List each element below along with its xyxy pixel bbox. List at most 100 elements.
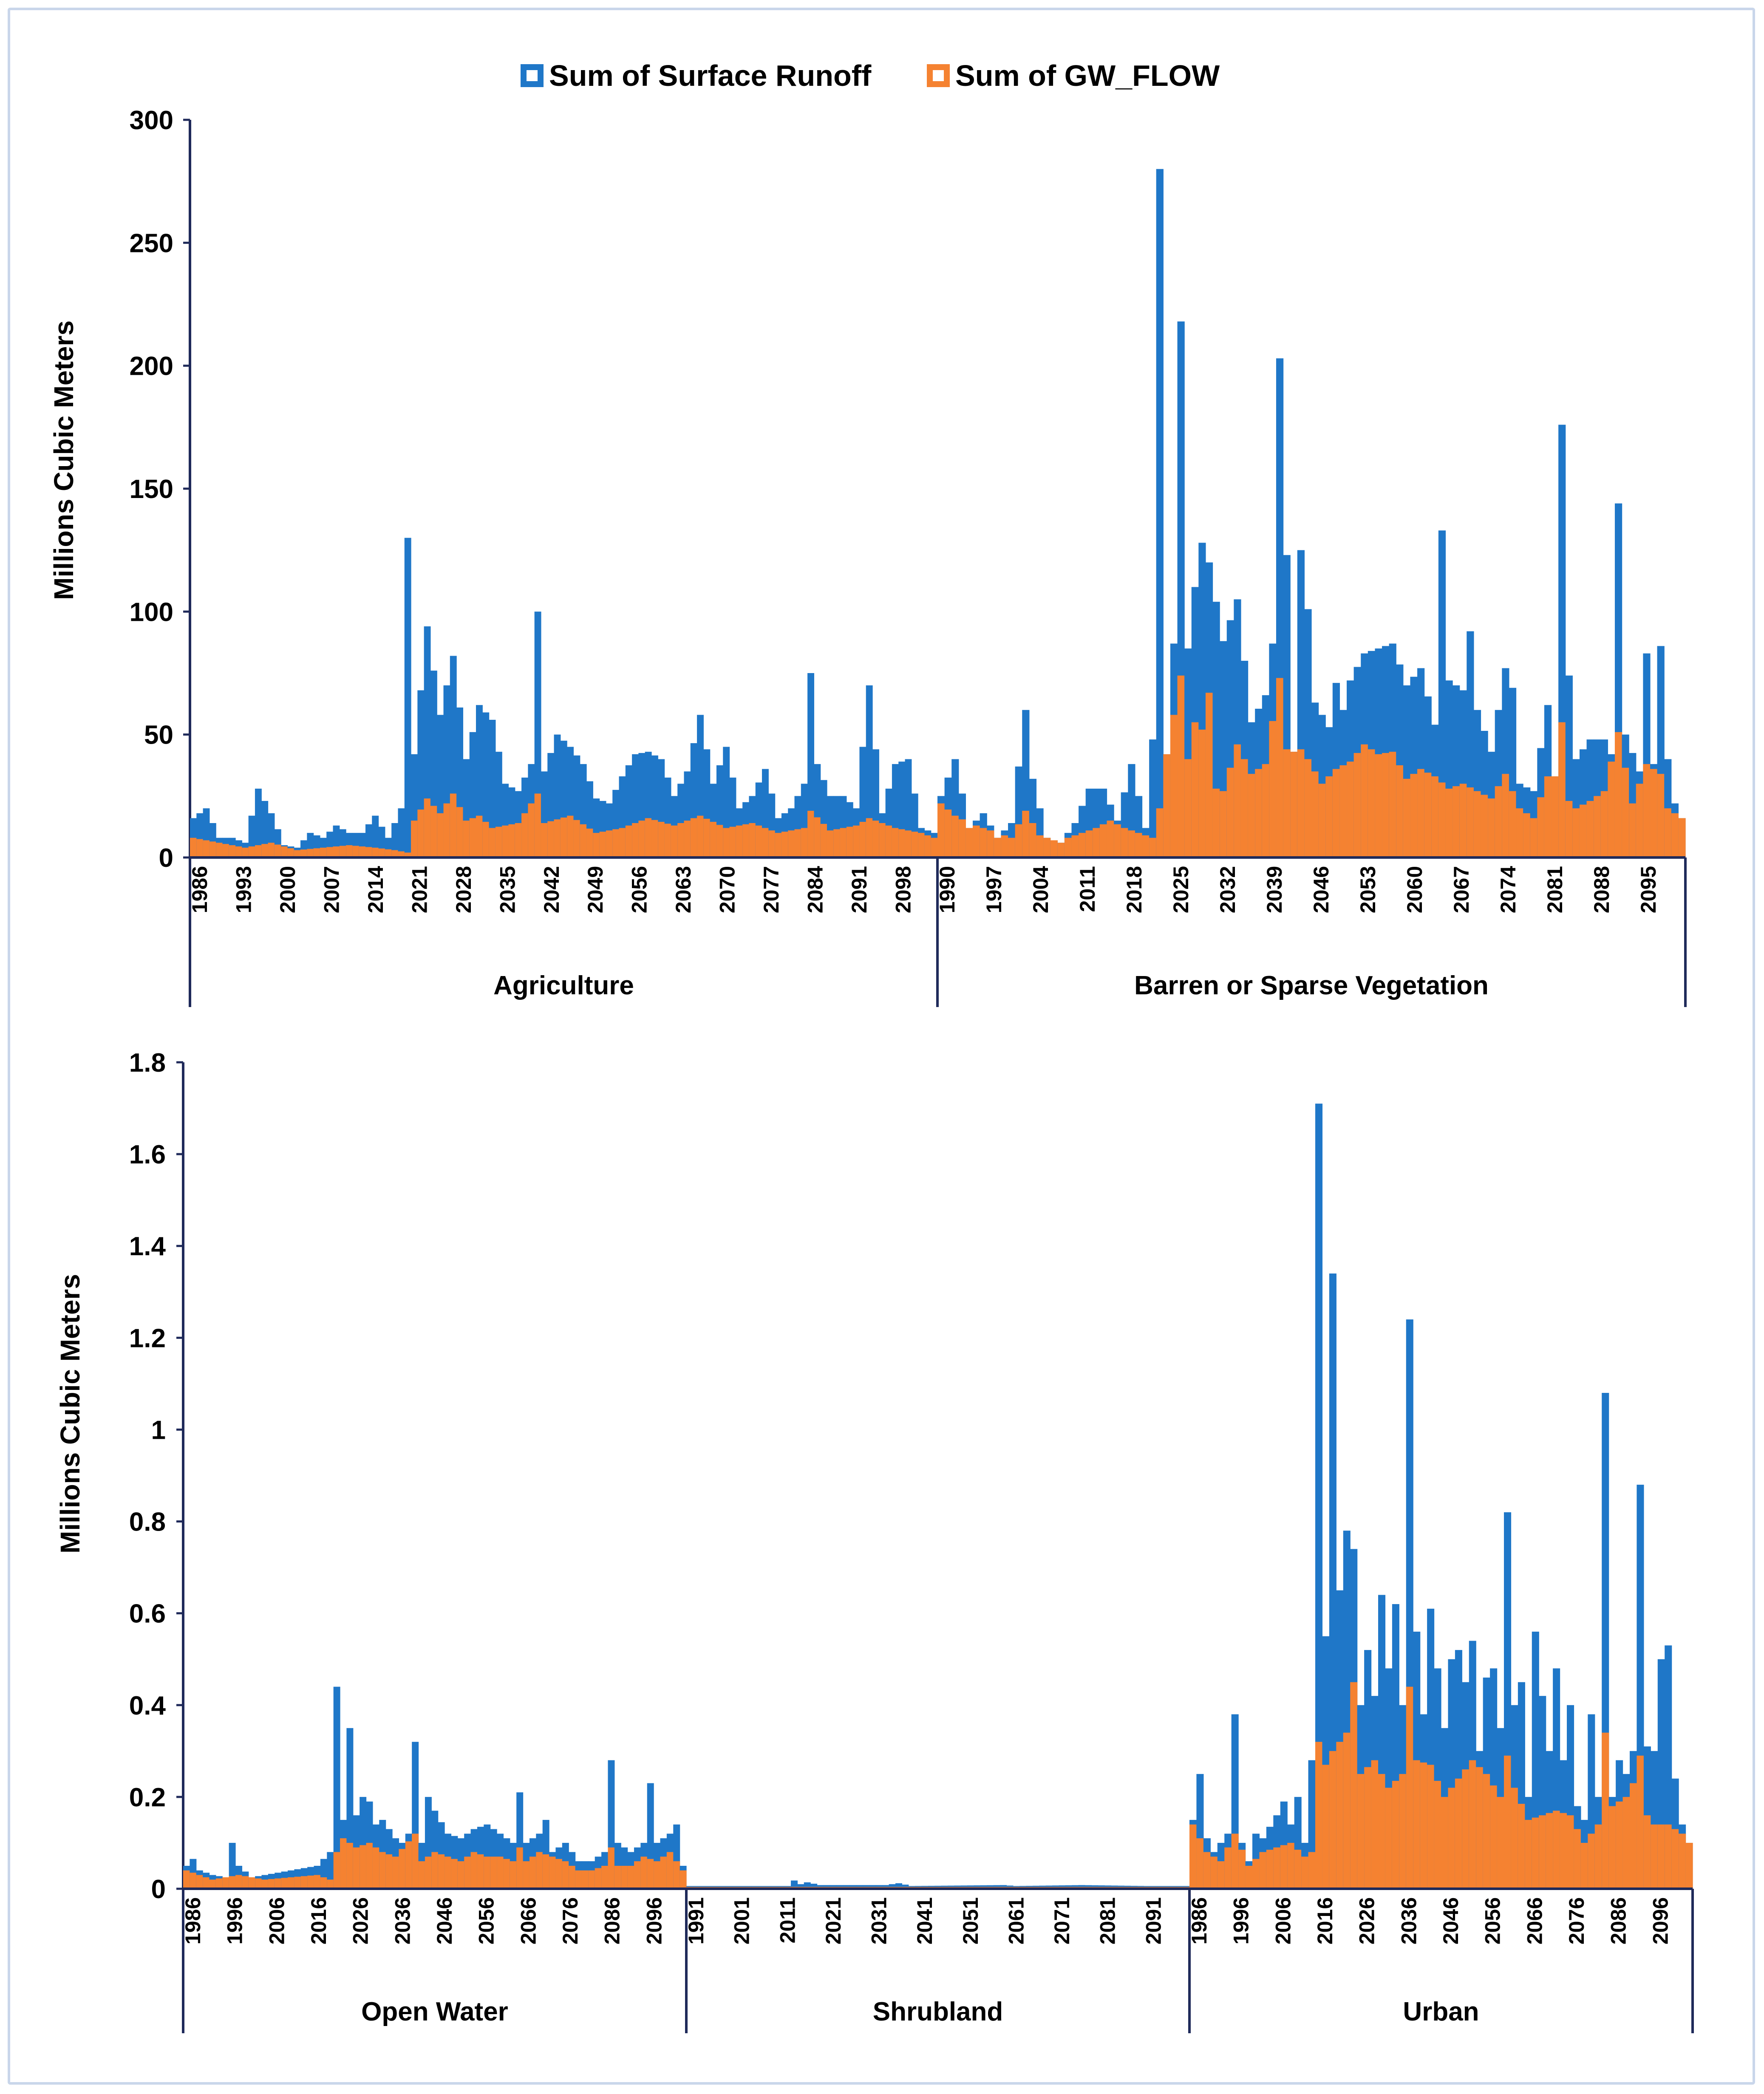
gw-flow-bar [1245,1865,1253,1889]
gw-flow-bar [1502,774,1509,857]
gw-flow-bar [1322,1765,1330,1889]
gw-flow-bar [1453,786,1460,857]
top-y-axis-title: Millions Cubic Meters [48,320,79,600]
gw-flow-bar [931,838,938,857]
gw-flow-bar [1594,1824,1602,1889]
bottom-x-tick-label: 2016 [1313,1897,1337,1944]
gw-flow-bar [275,1878,282,1889]
bottom-x-tick-label: 2006 [1271,1897,1295,1944]
gw-flow-bar [1530,818,1537,857]
top-y-tick-label: 0 [159,843,173,873]
gw-flow-bar [1473,791,1481,857]
gw-flow-bar [1364,1767,1372,1889]
gw-flow-bar [980,828,987,857]
gw-flow-bar [625,825,632,857]
top-x-tick-label: 2018 [1122,866,1146,913]
runoff-bar [333,1687,340,1889]
gw-flow-bar [660,1856,667,1889]
runoff-bar [1149,739,1157,857]
gw-flow-bar [1085,830,1093,857]
gw-flow-bar [515,823,522,857]
gw-flow-bar [242,1876,249,1889]
bottom-group-label: Urban [1403,1997,1479,2026]
runoff-bar [1438,530,1446,857]
gw-flow-bar [1614,732,1622,857]
bottom-group-shrubland: 1991 2001 2011 2021 2031 2041 2051 2061 2071 2081… [684,1880,1190,2026]
gw-flow-bar [477,1854,484,1889]
gw-flow-bar [268,843,275,857]
gw-flow-bar [794,829,801,857]
gw-flow-bar [412,1834,419,1889]
gw-flow-bar [671,825,678,857]
gw-flow-bar [1368,749,1376,857]
gw-flow-bar [1050,840,1058,857]
gw-flow-bar [346,1842,354,1889]
top-y-tick-label: 300 [130,106,173,135]
gw-flow-bar [1308,1852,1316,1889]
gw-flow-bar [1029,823,1037,857]
gw-flow-bar [1290,752,1298,857]
gw-flow-bar [405,1841,412,1889]
gw-flow-bar [1525,1820,1532,1889]
gw-flow-bar [503,1859,510,1889]
gw-flow-bar [645,818,652,857]
gw-flow-bar [593,833,600,857]
bottom-x-tick-label: 2026 [349,1897,373,1944]
gw-flow-bar [445,1856,452,1889]
top-group-label: Agriculture [493,971,634,1000]
runoff-bar [866,685,873,857]
gw-flow-bar [1203,1852,1211,1889]
top-x-tick-label: 2091 [847,866,871,913]
gw-flow-bar [1212,788,1220,857]
gw-flow-bar [1608,1806,1616,1889]
top-x-tick-label: 2014 [364,866,388,913]
gw-flow-bar [1357,1774,1365,1889]
gw-flow-bar [314,1875,321,1889]
gw-flow-bar [1163,754,1171,857]
gw-flow-bar [1481,795,1488,857]
gw-flow-bar [333,1852,340,1889]
top-x-tick-label: 2095 [1637,866,1660,913]
gw-flow-bar [1516,808,1523,857]
bottom-x-tick-label: 2021 [821,1897,845,1944]
gw-flow-bar [703,818,711,857]
gw-flow-bar [958,819,966,857]
gw-flow-bar [573,820,580,857]
gw-flow-bar [872,821,879,857]
top-x-tick-label: 2056 [628,866,651,913]
gw-flow-bar [1259,1852,1267,1889]
gw-flow-bar [601,1865,609,1889]
gw-flow-bar [1336,1742,1344,1889]
gw-flow-bar [905,830,912,857]
gw-flow-bar [528,803,535,857]
gw-flow-bar [736,825,743,857]
gw-flow-bar [431,1852,439,1889]
gw-flow-bar [654,1861,661,1889]
gw-flow-bar [1149,838,1157,857]
legend-swatch-runoff [521,64,544,87]
gw-flow-bar [1410,774,1418,857]
gw-flow-bar [1332,769,1340,857]
bottom-chart: 0 0.2 0.4 0.6 0.8 1 1.2 1.4 1.6 1.8 1986 1996 2006 20… [129,1048,1694,2033]
gw-flow-bar [1459,784,1467,857]
gw-flow-bar [1539,1815,1546,1889]
gw-flow-bar [994,838,1002,857]
gw-flow-bar [1565,801,1573,857]
gw-flow-bar [1198,730,1206,857]
gw-flow-bar [261,844,269,857]
gw-flow-bar [1420,1762,1427,1889]
bottom-x-tick-label: 2001 [730,1897,754,1944]
top-group-barren-or-sparse-vegetation: 1990 1997 2004 2011 2018 2025 2032 2039 2046 2053… [935,169,1686,1000]
gw-flow-bar [859,822,866,857]
gw-flow-bar [1434,1781,1441,1889]
gw-flow-bar [1588,1834,1595,1889]
gw-flow-bar [326,847,334,857]
gw-flow-bar [1476,1767,1484,1889]
gw-flow-bar [1497,1797,1504,1889]
figure-border [8,8,1755,2085]
gw-flow-bar [294,850,301,857]
gw-flow-bar [1184,759,1192,857]
gw-flow-bar [1546,1813,1553,1889]
gw-flow-bar [651,820,658,857]
gw-flow-bar [762,828,769,857]
